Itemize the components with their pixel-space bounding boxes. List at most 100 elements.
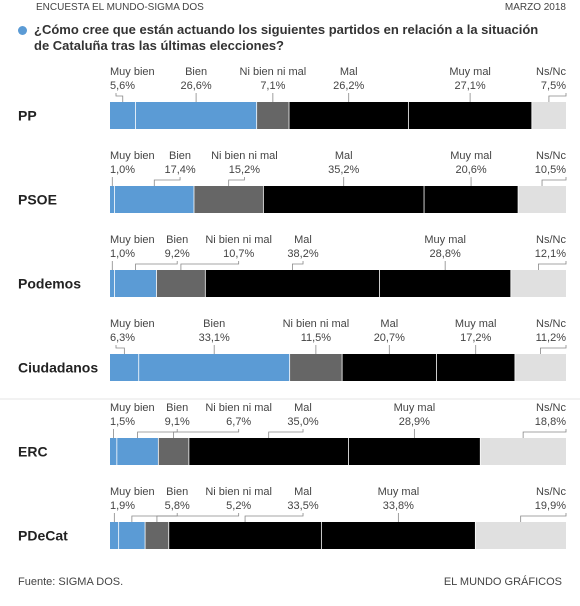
segment-value-label: 11,5% [301,332,332,344]
segment-value-label: 10,7% [223,248,254,260]
bar-segment-mal [205,270,380,297]
bar-segment-bien [135,102,257,129]
leader-line [173,429,240,438]
segment-value-label: 17,2% [460,332,491,344]
segment-value-label: 7,5% [541,80,566,92]
segment-name-label: Mal [294,402,312,414]
segment-value-label: 10,5% [535,164,566,176]
segment-value-label: 7,1% [260,80,285,92]
segment-name-label: Muy bien [110,234,155,246]
leader-line [115,345,125,354]
segment-value-label: 15,2% [229,164,260,176]
bar-segment-ns-nc [480,438,566,465]
segment-name-label: Ni bien ni mal [283,318,350,330]
leader-line [156,513,240,522]
segment-name-label: Ns/Nc [536,486,566,498]
segment-name-label: Mal [340,66,358,78]
footer-source: Fuente: SIGMA DOS. [18,576,124,588]
survey-date: MARZO 2018 [504,2,566,13]
segment-name-label: Ni bien ni mal [240,66,307,78]
party-label: PDeCat [18,528,68,544]
segment-value-label: 12,1% [535,248,566,260]
segment-name-label: Muy mal [449,66,491,78]
bar-segment-mal [342,354,437,381]
segment-name-label: Mal [294,234,312,246]
segment-value-label: 20,6% [455,164,486,176]
segment-value-label: 6,3% [110,332,135,344]
bar-segment-ns-nc [514,354,566,381]
segment-value-label: 26,2% [333,80,364,92]
segment-value-label: 1,9% [110,500,135,512]
bar-segment-mal [188,438,349,465]
segment-name-label: Mal [335,150,353,162]
segment-name-label: Muy mal [455,318,497,330]
segment-value-label: 9,2% [165,248,190,260]
segment-value-label: 35,0% [287,416,318,428]
bar-segment-muy-bien [110,102,136,129]
leader-line [137,429,178,438]
segment-value-label: 19,9% [535,500,566,512]
leader-line [548,93,567,102]
bar-segment-muy-mal [321,522,476,549]
segment-name-label: Muy mal [450,150,492,162]
leader-line [540,345,567,354]
segment-value-label: 35,2% [328,164,359,176]
header-bar: ENCUESTA EL MUNDO-SIGMA DOS MARZO 2018 [0,0,580,14]
leader-line [228,177,245,186]
bar-segment-muy-mal [424,186,519,213]
bar-segment-ni-bien-ni-mal [289,354,343,381]
segment-value-label: 33,8% [383,500,414,512]
party-label: PSOE [18,192,57,208]
bar-segment-ns-nc [510,270,566,297]
segment-name-label: Ns/Nc [536,150,566,162]
question-line-1: ¿Cómo cree que están actuando los siguie… [34,22,539,37]
segment-name-label: Ns/Nc [536,318,566,330]
segment-name-label: Muy bien [110,318,155,330]
segment-name-label: Bien [169,150,191,162]
leader-line [522,429,567,438]
segment-value-label: 38,2% [287,248,318,260]
segment-name-label: Muy mal [378,486,420,498]
segment-value-label: 26,6% [180,80,211,92]
bar-segment-muy-bien [110,354,139,381]
leader-line [538,261,567,270]
segment-value-label: 33,5% [287,500,318,512]
segment-name-label: Ns/Nc [536,402,566,414]
segment-value-label: 1,0% [110,164,135,176]
segment-name-label: Ni bien ni mal [205,486,272,498]
bar-segment-ns-nc [475,522,566,549]
party-label: PP [18,108,37,124]
segment-name-label: Mal [294,486,312,498]
segment-value-label: 11,2% [536,332,567,344]
leader-line [115,93,124,102]
segment-name-label: Bien [203,318,225,330]
leader-line [541,177,567,186]
bar-segment-muy-mal [436,354,515,381]
party-label: Ciudadanos [18,360,98,376]
segment-value-label: 5,8% [165,500,190,512]
segment-value-label: 6,7% [226,416,251,428]
leader-line [268,429,304,438]
party-label: Podemos [18,276,81,292]
segment-name-label: Muy bien [110,66,155,78]
bar-segment-mal [289,102,409,129]
bar-segment-ni-bien-ni-mal [158,438,189,465]
segment-name-label: Ni bien ni mal [205,234,272,246]
segment-value-label: 33,1% [199,332,230,344]
footer-credit: EL MUNDO GRÁFICOS [443,576,562,588]
segment-value-label: 20,7% [374,332,405,344]
bar-segment-muy-bien [110,522,119,549]
segment-name-label: Muy mal [424,234,466,246]
segment-name-label: Bien [166,486,188,498]
survey-source-label: ENCUESTA EL MUNDO-SIGMA DOS [36,2,204,13]
segment-name-label: Ni bien ni mal [211,150,278,162]
bar-segment-muy-mal [379,270,511,297]
bar-segment-ni-bien-ni-mal [145,522,169,549]
segment-name-label: Bien [166,234,188,246]
bar-segment-muy-mal [408,102,532,129]
leader-line [131,513,178,522]
segment-name-label: Ns/Nc [536,66,566,78]
leader-line [135,261,178,270]
bar-segment-ni-bien-ni-mal [156,270,206,297]
